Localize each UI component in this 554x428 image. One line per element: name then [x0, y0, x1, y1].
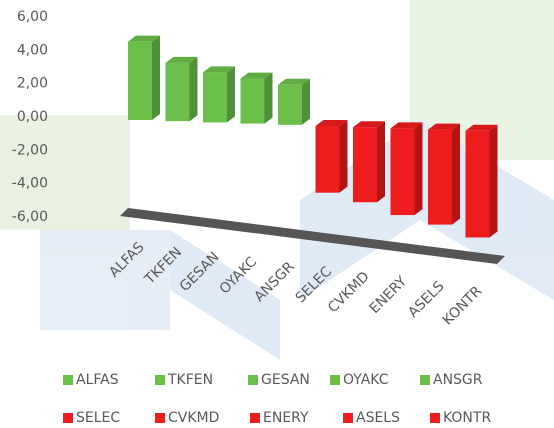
- bar-side: [414, 122, 423, 216]
- legend-label: SELEC: [76, 410, 120, 426]
- bar: [353, 121, 385, 203]
- bar-front: [465, 130, 490, 238]
- floor: [120, 208, 505, 264]
- legend-marker: [420, 375, 430, 385]
- bar-front: [128, 41, 152, 120]
- legend-marker: [250, 413, 260, 423]
- bar-top: [128, 35, 160, 42]
- bar: [465, 124, 498, 238]
- bar-side: [302, 78, 310, 125]
- bar-top: [465, 124, 498, 131]
- legend-label: ASELS: [356, 410, 400, 426]
- bar-side: [152, 35, 160, 120]
- legend-label: ENERY: [263, 410, 309, 426]
- bar-side: [339, 120, 348, 193]
- bar-side: [377, 121, 385, 203]
- bar-side: [189, 56, 198, 122]
- y-tick-label: 4,00: [17, 42, 48, 58]
- legend-marker: [248, 375, 258, 385]
- legend-marker: [330, 375, 340, 385]
- bar-top: [315, 120, 348, 126]
- bar: [428, 123, 460, 225]
- bar-front: [165, 62, 190, 122]
- y-tick-label: 6,00: [17, 9, 48, 25]
- bar-top: [240, 72, 273, 79]
- legend-label: OYAKC: [343, 372, 389, 388]
- bar: [315, 120, 348, 193]
- bar-top: [353, 121, 385, 128]
- bar-front: [203, 72, 227, 123]
- y-tick-label: 2,00: [17, 76, 48, 92]
- bar-top: [390, 122, 423, 129]
- bar: [203, 66, 235, 123]
- bar-side: [227, 66, 235, 123]
- bar-front: [353, 127, 377, 203]
- bar: [278, 78, 310, 125]
- bar: [128, 35, 160, 120]
- y-tick-label: -4,00: [12, 176, 48, 192]
- bar-side: [452, 123, 460, 225]
- bar-top: [203, 66, 235, 73]
- bar-side: [264, 72, 273, 124]
- legend-label: GESAN: [261, 372, 310, 388]
- legend-marker: [430, 413, 440, 423]
- bar-front: [390, 128, 415, 216]
- legend-label: TKFEN: [167, 372, 213, 388]
- bar-top: [165, 56, 198, 63]
- bar: [390, 122, 423, 216]
- y-tick-label: -2,00: [12, 142, 48, 158]
- bar-side: [489, 124, 498, 238]
- y-tick-label: -6,00: [12, 209, 48, 225]
- legend-label: ALFAS: [76, 372, 119, 388]
- legend-label: KONTR: [443, 410, 491, 426]
- legend-marker: [155, 413, 165, 423]
- legend-marker: [63, 413, 73, 423]
- y-tick-label: 0,00: [17, 109, 48, 125]
- bar: [240, 72, 273, 124]
- bar-top: [278, 78, 310, 85]
- bar-front: [240, 78, 265, 124]
- bar-front: [315, 126, 340, 193]
- legend-label: CVKMD: [168, 410, 219, 426]
- bar: [165, 56, 198, 122]
- bar-front: [278, 84, 302, 125]
- legend-marker: [343, 413, 353, 423]
- x-tick-label: ENERY: [367, 273, 411, 317]
- bar-top: [428, 123, 460, 130]
- legend-marker: [63, 375, 73, 385]
- bar-front: [428, 129, 452, 225]
- legend-marker: [155, 375, 165, 385]
- legend-label: ANSGR: [433, 372, 483, 388]
